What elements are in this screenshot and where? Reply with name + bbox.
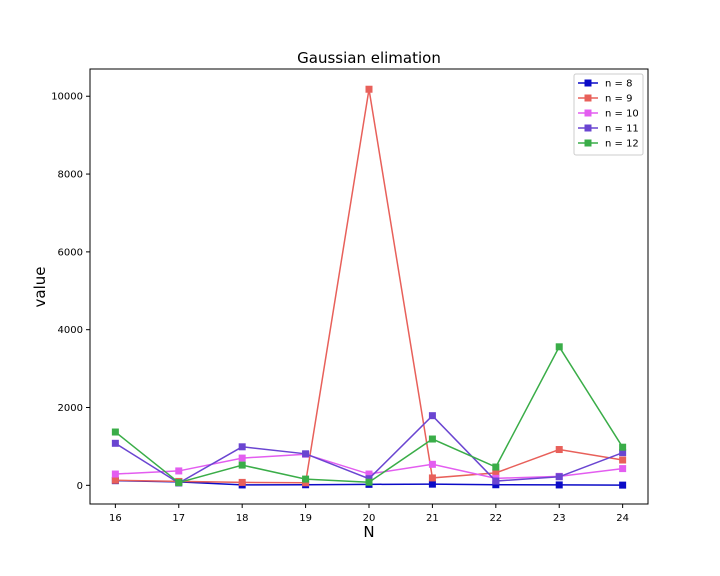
data-point [302,475,310,483]
data-point [619,449,627,457]
data-point [492,469,500,477]
data-point [619,443,627,451]
data-point [619,456,627,464]
data-point [555,343,563,351]
data-point [175,479,183,487]
data-point [111,439,119,447]
y-tick-label: 0 [77,481,83,492]
data-point [238,454,246,462]
legend-item: n = 11 [578,124,639,135]
y-axis-label: value [31,267,49,308]
y-tick-label: 4000 [58,325,83,336]
x-tick-label: 23 [553,513,566,524]
data-point [428,435,436,443]
data-point [492,463,500,471]
data-point [111,470,119,478]
data-point [365,470,373,478]
legend-marker [584,94,592,102]
legend-marker [584,124,592,132]
plot-frame [89,68,649,505]
legend-item: n = 9 [578,94,632,105]
series-line [115,89,623,484]
data-point [238,461,246,469]
plot-area [89,68,649,505]
legend-item: n = 10 [578,109,639,120]
data-point [555,446,563,454]
data-point [428,460,436,468]
data-point [428,412,436,420]
y-tick-label: 10000 [51,92,83,103]
data-point [111,476,119,484]
data-point [428,474,436,482]
data-point [175,467,183,475]
chart-title: Gaussian elimation [297,49,441,67]
data-point [555,481,563,489]
data-point [619,481,627,489]
series-2 [111,85,627,487]
data-point [619,465,627,473]
y-tick-label: 2000 [58,403,83,414]
series-5 [111,343,627,487]
data-point [492,477,500,485]
x-axis-label: N [363,523,374,541]
data-point [365,478,373,486]
x-axis-ticks: 16 17 18 19 20 21 22 23 24 [109,504,629,524]
x-tick-label: 20 [363,513,376,524]
data-point [302,479,310,487]
legend-label: n = 9 [605,94,632,105]
x-tick-label: 18 [236,513,249,524]
data-point [555,473,563,481]
legend-marker [584,109,592,117]
x-tick-label: 19 [299,513,312,524]
legend-label: n = 12 [605,139,639,150]
legend-label: n = 8 [605,79,632,90]
legend-box [573,73,644,156]
y-axis-ticks: 0 2000 4000 6000 8000 10000 [51,92,90,492]
data-point [365,85,373,93]
legend-label: n = 11 [605,124,639,135]
legend-item: n = 8 [578,79,632,90]
legend-marker [584,139,592,147]
data-point [111,428,119,436]
y-tick-label: 8000 [58,170,83,181]
x-tick-label: 24 [616,513,629,524]
legend-label: n = 10 [605,109,639,120]
x-tick-label: 22 [489,513,502,524]
data-point [428,480,436,488]
series-line [114,345,624,484]
x-tick-label: 17 [172,513,185,524]
data-point [302,450,310,458]
legend: n = 8 n = 9 n = 10 n = 11 n = 12 [573,73,644,156]
data-point [238,443,246,451]
legend-marker [584,79,592,87]
legend-item: n = 12 [578,139,639,150]
data-point [238,478,246,486]
y-tick-label: 6000 [58,247,83,258]
data-point [492,481,500,489]
series-4 [111,412,627,487]
x-tick-label: 16 [109,513,122,524]
data-point [365,475,373,483]
x-tick-label: 21 [426,513,439,524]
